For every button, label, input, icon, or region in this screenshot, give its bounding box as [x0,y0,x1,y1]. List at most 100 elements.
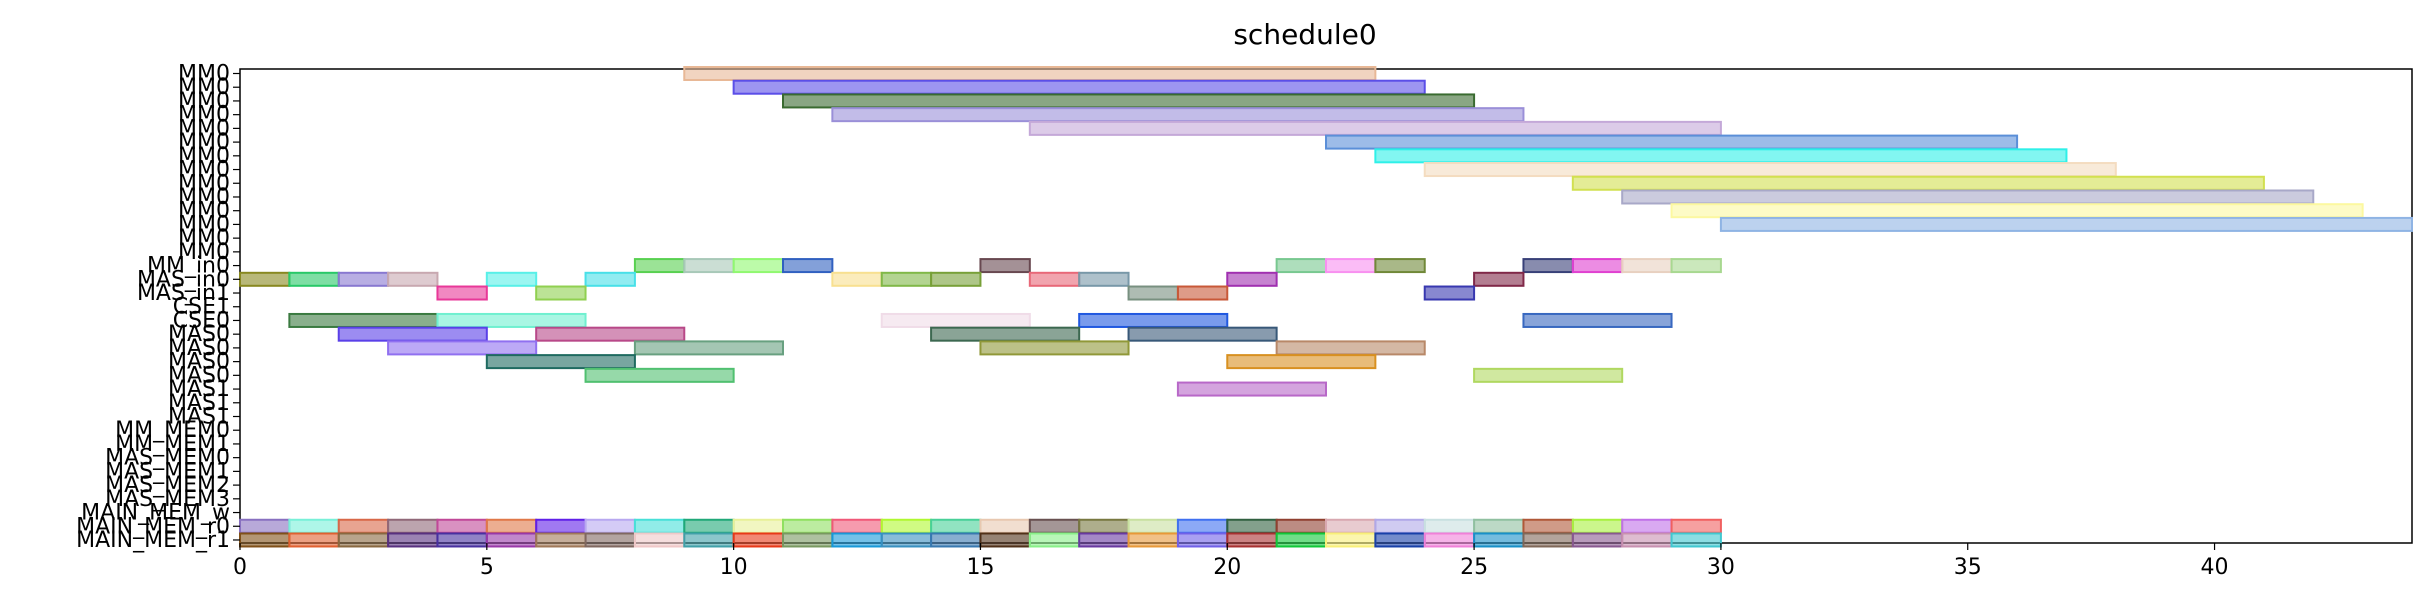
task-bar [387,271,439,287]
task-bar [1473,532,1525,548]
task-bar [930,518,982,534]
y-tick-label: MM_MEM1 [115,432,230,457]
y-tick-label: MAIN_MEM_r1 [76,528,230,553]
y-tick-label: MM0 [178,75,230,100]
task-bar [683,532,735,548]
y-tick-label: MM0 [178,199,230,224]
task-bar [1078,312,1229,328]
x-tick-label: 5 [480,555,494,580]
y-tick-label: MAS_MEM2 [105,473,230,498]
task-bar [1028,120,1722,136]
y-tick-label: MM0 [178,240,230,265]
y-tick-label: MAS0 [168,336,230,361]
x-tick-label: 20 [1213,555,1241,580]
task-bar [1571,532,1624,548]
task-bar [337,326,488,342]
task-bar [1325,518,1377,534]
task-bar [831,271,883,287]
task-bar [1374,518,1426,534]
task-bar [880,312,1031,328]
y-tick-label: MAIN_MEM_w [81,501,230,526]
task-bar [436,518,488,534]
task-bar [1522,258,1574,274]
task-bar [288,532,340,548]
task-bar [1670,518,1722,534]
task-bar [930,532,982,548]
task-bar [1374,532,1426,548]
task-bar [1078,271,1130,287]
task-bar [584,518,636,534]
task-bar [1275,340,1426,356]
y-tick-label: MAS_in0 [137,267,230,292]
task-bar [930,326,1081,342]
task-bar [1670,203,2364,219]
y-tick-label: MM0 [178,116,230,141]
task-bar [831,518,883,534]
task-bar [979,258,1031,274]
y-tick-label: MAS0 [168,350,230,375]
task-bar [1325,134,2019,150]
task-bar [1423,532,1476,548]
x-tick-label: 15 [966,555,994,580]
y-tick-label: MAS0 [168,363,230,388]
task-bar [732,258,784,274]
task-bar [1670,532,1722,548]
task-bar [1176,532,1229,548]
task-bar [1127,285,1179,301]
task-bar [683,258,735,274]
y-tick-label: MM0 [178,212,230,237]
task-bar [436,285,488,301]
task-bar [288,312,439,328]
task-bar [584,367,735,383]
task-bar [239,532,291,548]
bars-layer [239,66,2413,548]
task-bar [535,532,587,548]
task-bar [584,271,636,287]
y-tick-label: MM_MEM0 [115,418,230,443]
task-bar [1226,271,1278,287]
y-tick-label: CSE0 [173,308,230,333]
task-bar [535,518,587,534]
task-bar [1473,518,1525,534]
task-bar [1374,148,2068,164]
task-bar [782,532,834,548]
y-tick-label: MAS1 [168,405,230,430]
y-tick-label: MAS_MEM1 [105,459,230,484]
task-bar [1621,189,2315,205]
task-bar [1226,354,1377,370]
task-bar [633,518,686,534]
task-bar [732,79,1426,95]
task-bar [683,66,1377,81]
task-bar [485,354,636,370]
y-tick-label: MM_in0 [147,254,230,279]
task-bar [1028,532,1081,548]
y-tick-label: MAS_MEM0 [105,446,230,471]
task-bar [485,532,538,548]
task-bar [387,518,439,534]
y-tick-label: MAS0 [168,322,230,347]
y-tick-label: MM0 [178,103,230,128]
task-bar [1522,518,1574,534]
task-bar [979,340,1130,356]
task-bar [436,312,587,328]
task-bar [1275,518,1327,534]
task-bar [535,285,587,301]
y-tick-label: MAS_MEM3 [105,487,230,512]
y-tick-label: MM0 [178,185,230,210]
task-bar [1621,518,1673,534]
task-bar [1571,518,1624,534]
y-tick-label: MAIN_MEM_r0 [76,514,230,539]
task-bar [1127,326,1278,342]
task-bar [683,518,735,534]
task-bar [485,518,538,534]
task-bar [1473,367,1624,383]
y-tick-label: MM0 [178,89,230,114]
y-tick-label: MAS1 [168,391,230,416]
task-bar [1374,258,1426,274]
task-bar [1423,162,2117,178]
task-bar [1571,258,1624,274]
task-bar [633,258,686,274]
task-bar [436,532,488,548]
task-bar [1423,285,1476,301]
